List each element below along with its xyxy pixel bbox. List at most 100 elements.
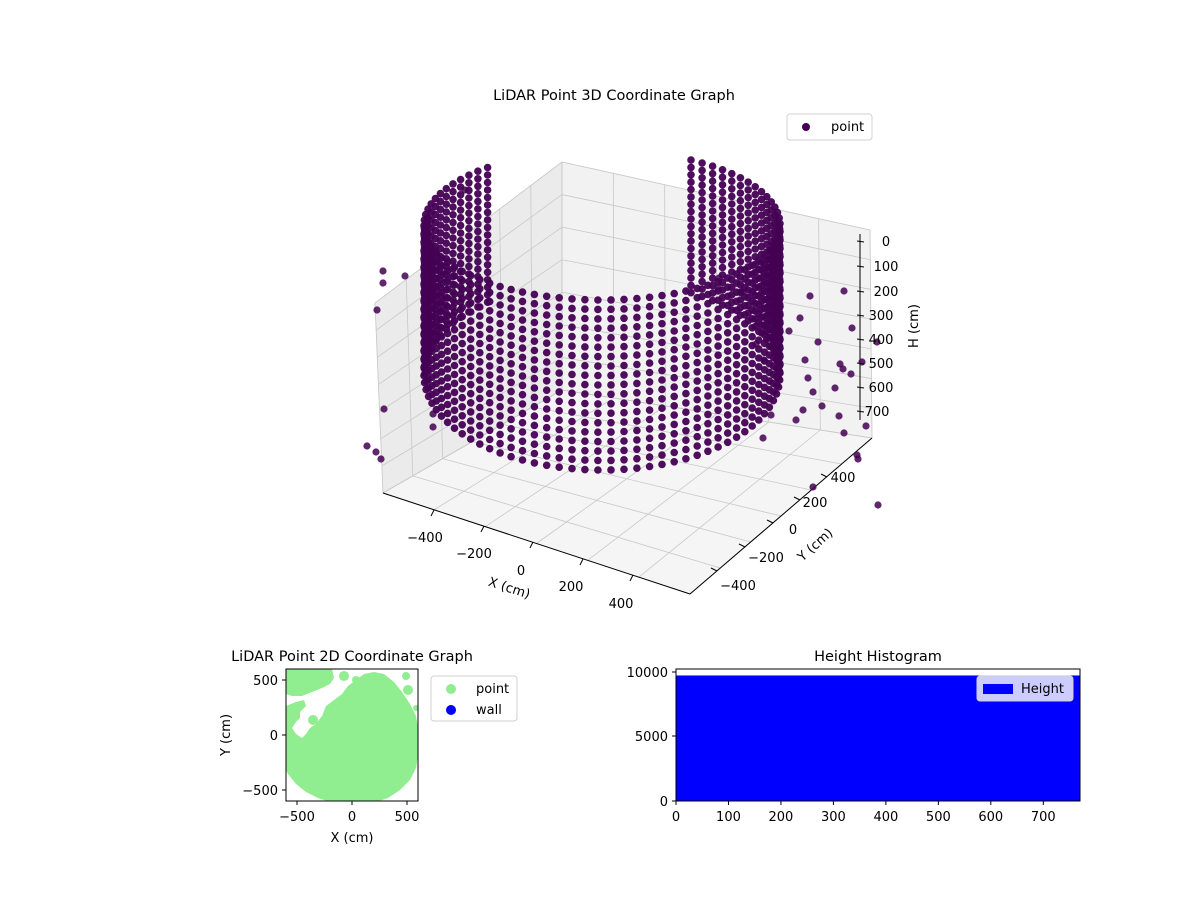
point-3d [555,425,563,434]
point-3d [443,329,452,338]
point-3d [555,322,563,330]
point-3d [736,227,745,236]
point-3d [476,367,484,375]
y-tick-marks-3d [710,473,828,572]
point-3d [466,362,475,371]
point-3d [708,214,717,223]
point-3d-outlier [806,292,814,300]
z-tick-mark [856,314,865,317]
point-3d [744,247,752,256]
point-3d-outlier [804,374,812,382]
chart-3d: LiDAR Point 3D Coordinate Graph −400 −20… [363,88,922,612]
point-3d [456,175,465,184]
point-3d [530,365,539,374]
point-3d [594,343,602,352]
y-ticks-histogram [672,671,676,802]
point-3d [449,226,457,235]
point-3d [485,362,494,370]
x-ticks-3d: −400 −200 0 200 400 [407,531,633,612]
point-3d-outlier [836,360,844,368]
point-3d [507,434,515,442]
point-3d [658,460,666,469]
point-3d [568,370,576,379]
point-3d [518,381,527,390]
point-3d [530,393,539,402]
point-3d [741,320,749,328]
point-3d [485,288,494,297]
point-3d [456,236,465,245]
point-3d [458,366,467,375]
point-3d [704,429,712,437]
point-3d [682,315,690,323]
point-3d [658,423,666,431]
point-3d [555,312,563,321]
point-3d [718,241,727,249]
point-3d [633,445,641,454]
point-3d [645,349,654,358]
legend-marker-point [802,123,810,131]
y-tick-mark [710,567,718,572]
point-3d [437,271,446,279]
point-3d [682,361,690,370]
y-tick-label: 5000 [635,730,668,745]
point-3d [518,456,527,464]
point-3d [708,162,717,170]
point-3d [748,422,756,430]
point-3d [698,159,706,167]
point-3d-outlier [862,422,870,430]
point-3d [704,327,712,336]
point-3d [518,437,527,446]
point-3d [736,258,745,266]
point-3d [732,388,741,396]
point-3d [555,397,563,406]
point-3d [607,324,615,333]
point-3d [760,304,769,313]
point-3d [443,294,452,302]
chart-3d-title: LiDAR Point 3D Coordinate Graph [493,88,735,104]
point-3d [474,257,482,266]
point-3d [658,395,666,403]
point-3d [620,446,628,455]
z-tick-mark [856,362,865,365]
point-3d [542,358,551,366]
point-3d [581,380,589,389]
point-3d [704,419,712,428]
y-tick-mark [738,543,746,548]
point-3d [437,412,446,420]
legend-label-point: point [476,682,509,697]
point-3d [744,240,752,248]
point-3d [693,321,701,330]
point-3d [496,402,504,411]
point-3d [530,412,539,420]
point-3d [748,279,756,287]
point-3d [769,241,778,249]
point-3d [670,402,678,410]
x-ticks-histogram: 0 100 200 300 400 500 600 700 [672,801,1056,825]
point-3d [474,212,482,221]
point-3d [466,380,475,389]
point-3d [496,319,504,328]
point-3d [530,384,539,392]
point-3d [670,420,678,429]
point-3d [450,290,459,298]
point-3d [420,216,429,224]
point-3d [693,312,701,321]
point-3d [542,320,551,329]
point-3d [581,409,589,417]
point-3d [437,377,446,385]
point-3d [443,365,452,373]
point-3d [755,292,763,300]
point-3d [443,400,452,409]
point-3d [670,289,678,298]
grid-line [405,279,414,476]
x-tick-mark [529,541,534,549]
x-tick-label: 500 [395,810,420,825]
point-3d [658,348,666,356]
point-3d [443,409,452,418]
point-3d [456,259,465,268]
point-3d [607,409,615,418]
point-3d [581,371,589,380]
y-tick-mark [793,496,801,501]
point-3d [465,224,473,233]
x-tick-label: 600 [978,810,1003,825]
